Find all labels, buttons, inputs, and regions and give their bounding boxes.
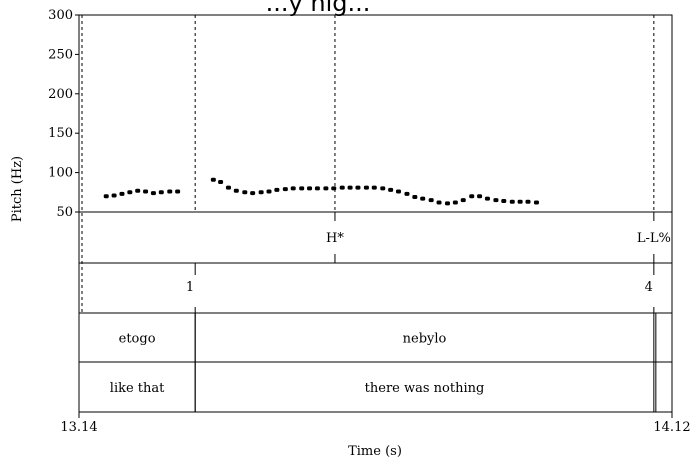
pitch-point: [501, 198, 507, 203]
pitch-point: [331, 186, 337, 191]
y-axis-ticks: 50 100 150 200 250 300: [48, 8, 79, 220]
y-tick-label: 200: [48, 87, 73, 102]
pitch-point: [412, 195, 418, 200]
break-index-label: 4: [645, 280, 653, 295]
pitch-point: [233, 188, 239, 193]
pitch-point: [175, 189, 181, 194]
pitch-point: [250, 191, 256, 196]
x-tick-label: 13.14: [60, 420, 97, 435]
x-axis-ticks: 13.14 14.12: [60, 412, 691, 435]
pitch-point: [452, 200, 458, 205]
pitch-point: [380, 186, 386, 191]
gloss-label: there was nothing: [365, 381, 485, 396]
pitch-points: [103, 177, 539, 206]
pitch-point: [143, 189, 149, 194]
pitch-point: [127, 190, 133, 195]
pitch-point: [119, 191, 125, 196]
word-label: etogo: [119, 332, 156, 347]
x-tick-label: 14.12: [653, 420, 690, 435]
pitch-point: [355, 185, 361, 190]
pitch-point: [525, 199, 531, 204]
pitch-point: [282, 187, 288, 192]
pitch-point: [509, 199, 515, 204]
pitch-point: [388, 187, 394, 192]
pitch-point: [404, 191, 410, 196]
pitch-point: [484, 196, 490, 201]
pitch-point: [167, 189, 173, 194]
pitch-point: [347, 185, 353, 190]
y-axis-label: Pitch (Hz): [10, 156, 25, 222]
pitch-point: [420, 196, 426, 201]
boundary-lines: [81, 15, 655, 313]
tone-label: L-L%: [637, 231, 671, 246]
pitch-point: [314, 186, 320, 191]
word-label: nebylo: [403, 332, 447, 347]
pitch-point: [339, 185, 345, 190]
pitch-point: [218, 180, 224, 185]
pitch-point: [323, 186, 329, 191]
y-tick-label: 50: [56, 205, 73, 220]
pitch-point: [135, 188, 141, 193]
pitch-point: [493, 198, 499, 203]
pitch-point: [395, 189, 401, 194]
pitch-point: [469, 194, 475, 199]
pitch-point: [258, 190, 264, 195]
pitch-point: [111, 193, 117, 198]
annotation-tiers: H* L-L% 1 4 etogo nebylo like that there was no…: [78, 212, 673, 413]
pitch-point: [242, 190, 248, 195]
pitch-point: [533, 200, 539, 205]
pitch-panel-border: [78, 14, 673, 213]
pitch-point: [274, 187, 280, 192]
y-tick-label: 250: [48, 47, 73, 62]
pitch-point: [266, 189, 272, 194]
pitch-point: [428, 198, 434, 203]
pitch-panel-frame: [78, 14, 673, 213]
pitch-point: [103, 194, 109, 199]
pitch-point: [150, 191, 156, 196]
tone-label: H*: [326, 231, 344, 246]
pitch-point: [371, 185, 377, 190]
y-tick-label: 300: [48, 8, 73, 23]
break-index-label: 1: [186, 280, 194, 295]
pitch-point: [517, 199, 523, 204]
y-tick-label: 150: [48, 126, 73, 141]
pitch-point: [290, 186, 296, 191]
pitch-point: [299, 186, 305, 191]
pitch-point: [307, 186, 313, 191]
gloss-label: like that: [110, 381, 165, 396]
x-axis-label: Time (s): [348, 444, 402, 459]
figure-title: ...y nig...: [266, 0, 371, 17]
pitch-point: [225, 185, 231, 190]
y-tick-label: 100: [48, 166, 73, 181]
pitch-point: [436, 200, 442, 205]
pitch-point: [477, 194, 483, 199]
pitch-point: [158, 190, 164, 195]
pitch-point: [460, 198, 466, 203]
pitch-point: [363, 185, 369, 190]
pitch-point: [445, 201, 451, 206]
pitch-point: [210, 177, 216, 182]
